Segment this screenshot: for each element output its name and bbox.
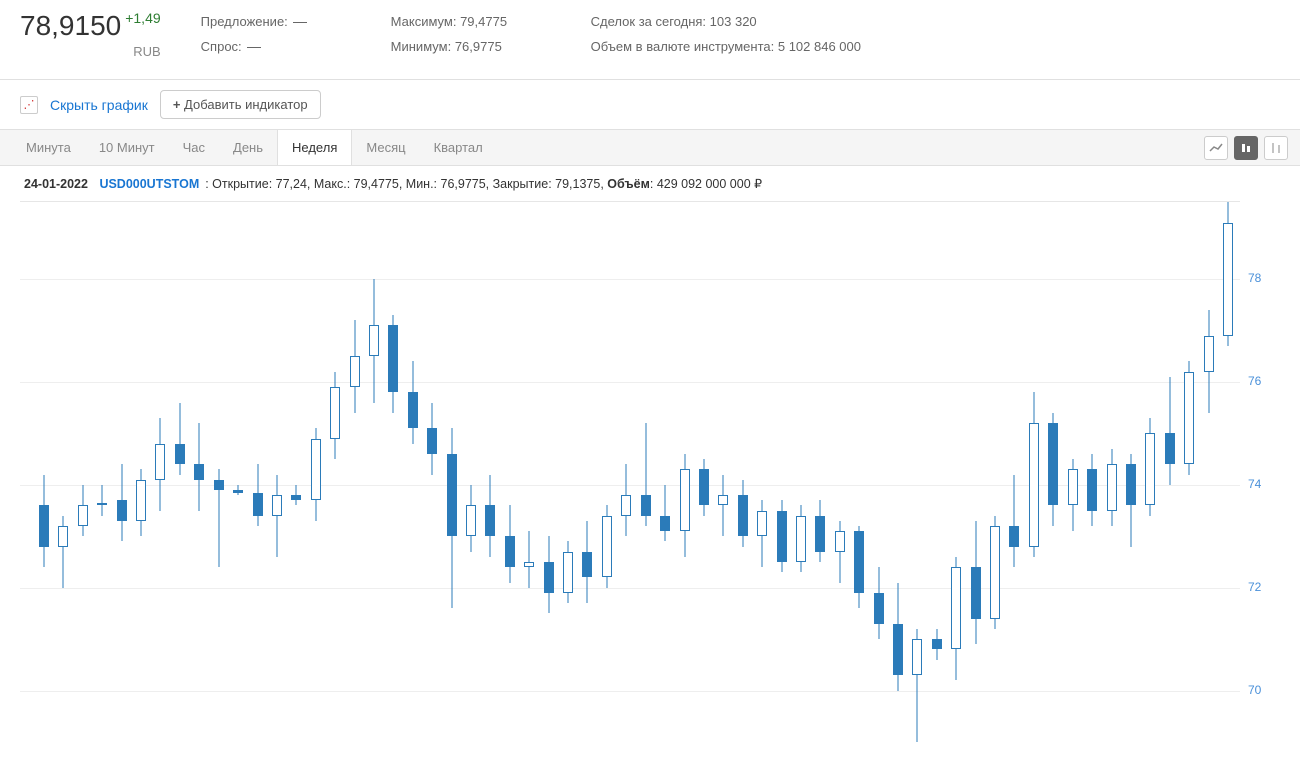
grid-line xyxy=(20,279,1240,280)
currency-label: RUB xyxy=(20,44,161,59)
min-value: 76,9775 xyxy=(455,39,502,54)
last-price: 78,9150 xyxy=(20,10,121,41)
timeframe-tab[interactable]: День xyxy=(219,130,277,165)
price-block: 78,9150+1,49 RUB xyxy=(20,10,161,59)
max-value: 79,4775 xyxy=(460,14,507,29)
timeframe-tab[interactable]: Квартал xyxy=(420,130,497,165)
timeframe-tab[interactable]: 10 Минут xyxy=(85,130,169,165)
max-cell: Максимум: 79,4775 xyxy=(391,14,571,29)
chart-type-icon: ⋰ xyxy=(20,96,38,114)
chart-toolbar: ⋰ Скрыть график Добавить индикатор xyxy=(0,80,1300,129)
line-chart-button[interactable] xyxy=(1204,136,1228,160)
trades-cell: Сделок за сегодня: 103 320 xyxy=(591,14,911,29)
min-cell: Минимум: 76,9775 xyxy=(391,39,571,54)
price-change: +1,49 xyxy=(125,10,160,26)
y-axis: 70 72 74 76 78 xyxy=(1244,201,1280,741)
timeframe-tab[interactable]: Час xyxy=(169,130,219,165)
summary-ohlc: : Открытие: 77,24, Макс.: 79,4775, Мин.:… xyxy=(205,177,607,191)
summary-volume-label: Объём xyxy=(607,177,650,191)
grid-line xyxy=(20,382,1240,383)
y-axis-label: 74 xyxy=(1248,477,1261,491)
timeframe-tabs: Минута10 МинутЧасДеньНеделяМесяцКвартал xyxy=(12,130,497,165)
trades-value: 103 320 xyxy=(710,14,757,29)
chart-style-buttons xyxy=(1204,136,1288,160)
timeframe-tab[interactable]: Месяц xyxy=(352,130,419,165)
timeframe-tab[interactable]: Неделя xyxy=(277,130,352,165)
y-axis-label: 78 xyxy=(1248,271,1261,285)
quote-header: 78,9150+1,49 RUB Предложение: Максимум: … xyxy=(0,0,1300,80)
quote-info-grid: Предложение: Максимум: 79,4775 Сделок за… xyxy=(201,10,911,59)
y-axis-label: 72 xyxy=(1248,580,1261,594)
summary-volume: : 429 092 000 000 ₽ xyxy=(650,177,762,191)
grid-line xyxy=(20,691,1240,692)
chart-summary: 24-01-2022 USD000UTSTOM : Открытие: 77,24… xyxy=(0,166,1300,201)
candlestick-chart[interactable]: 70 72 74 76 78 xyxy=(20,201,1280,741)
grid-line xyxy=(20,588,1240,589)
timeframe-tabs-row: Минута10 МинутЧасДеньНеделяМесяцКвартал xyxy=(0,129,1300,166)
chart-plot-area xyxy=(20,201,1240,741)
add-indicator-button[interactable]: Добавить индикатор xyxy=(160,90,321,119)
volume-cell: Объем в валюте инструмента: 5 102 846 00… xyxy=(591,39,911,54)
hide-chart-link[interactable]: Скрыть график xyxy=(50,97,148,113)
volume-value: 5 102 846 000 xyxy=(778,39,861,54)
timeframe-tab[interactable]: Минута xyxy=(12,130,85,165)
y-axis-label: 76 xyxy=(1248,374,1261,388)
y-axis-label: 70 xyxy=(1248,683,1261,697)
summary-ticker: USD000UTSTOM xyxy=(99,177,199,191)
demand-cell: Спрос: xyxy=(201,39,371,54)
offer-value xyxy=(293,22,307,23)
offer-cell: Предложение: xyxy=(201,14,371,29)
candle-chart-button[interactable] xyxy=(1234,136,1258,160)
bar-chart-button[interactable] xyxy=(1264,136,1288,160)
demand-value xyxy=(247,47,261,48)
summary-date: 24-01-2022 xyxy=(24,177,88,191)
